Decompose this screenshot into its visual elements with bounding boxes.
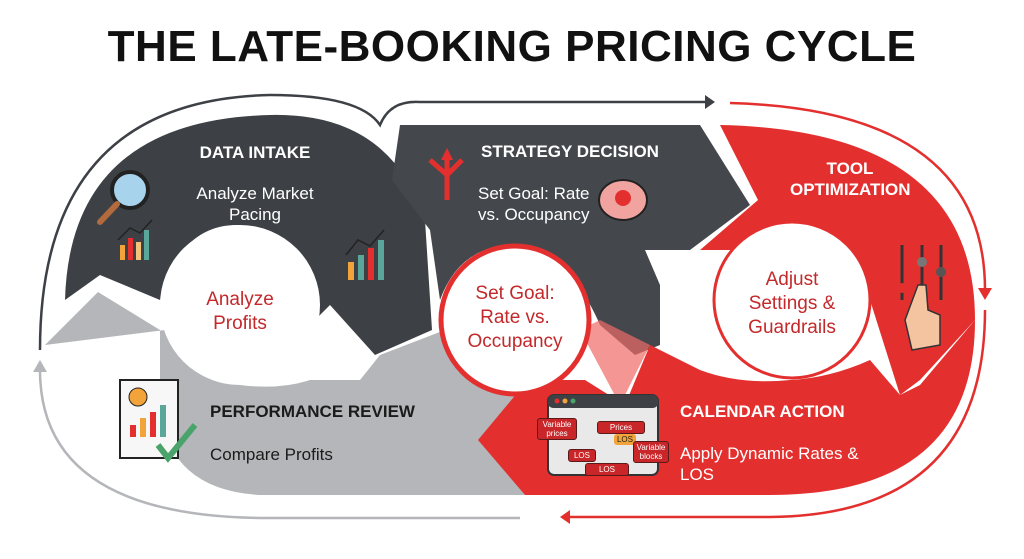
split-arrows-icon [428, 148, 464, 200]
outer-arrow-bottom-left [38, 369, 520, 520]
performance-review-segment [45, 292, 525, 495]
arrow-head-icon [978, 288, 992, 300]
adjust-settings-label: Adjust Settings & Guardrails [748, 269, 836, 338]
set-goal-circle [438, 243, 592, 397]
los-tag: LOS [568, 449, 596, 462]
set-goal-label: Set Goal: Rate vs. Occupancy [467, 283, 563, 352]
analyze-profits-label: Analyze Profits [206, 289, 274, 334]
variable-prices-tag: Variable prices [537, 418, 577, 440]
variable-blocks-tag: Variable blocks [633, 441, 669, 463]
los-tag: LOS [585, 463, 629, 476]
bar-chart-icon [117, 219, 153, 260]
performance-review-text: Compare Profits [210, 445, 333, 464]
outer-arrow-top-left [38, 93, 705, 351]
report-check-icon [119, 379, 198, 463]
strategy-decision-segment [392, 125, 750, 355]
arrow-head-icon [33, 360, 47, 372]
calendar-action-heading: CALENDAR ACTION [680, 402, 845, 421]
brain-lightbulb-icon [598, 179, 648, 221]
tool-optimization-heading: TOOL OPTIMIZATION [790, 159, 911, 199]
outer-arrow-right [729, 101, 987, 291]
data-intake-segment [65, 114, 432, 356]
calendar-action-text: Apply Dynamic Rates & LOS [680, 444, 859, 484]
data-intake-heading: DATA INTAKE [199, 143, 311, 162]
performance-review-heading: PERFORMANCE REVIEW [210, 402, 415, 421]
arrow-head-icon [560, 510, 570, 524]
page-title: THE LATE-BOOKING PRICING CYCLE [107, 22, 917, 71]
arrow-head-icon [705, 95, 715, 109]
analyze-profits-circle [160, 225, 320, 385]
strategy-decision-text: Set Goal: Rate vs. Occupancy [478, 184, 590, 224]
strategy-decision-heading: STRATEGY DECISION [481, 142, 659, 161]
magnifier-icon [97, 170, 150, 225]
outer-arrow-bottom [570, 309, 987, 519]
data-intake-text: Analyze Market Pacing [196, 184, 314, 224]
prices-tag: Prices [597, 421, 645, 434]
bar-chart-icon [345, 229, 385, 280]
los-tag: LOS [614, 434, 636, 445]
sliders-hand-icon [897, 245, 946, 351]
red-overlap-shade [580, 320, 650, 405]
adjust-settings-circle [712, 220, 872, 380]
